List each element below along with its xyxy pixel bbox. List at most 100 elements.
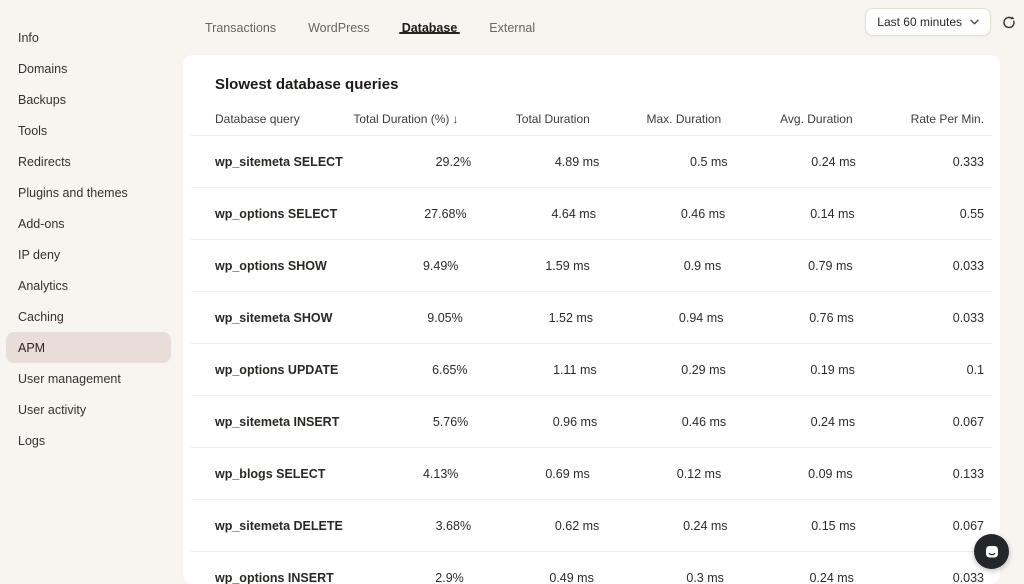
table-header: Database queryTotal Duration (%)↓Total D… [191, 102, 992, 136]
value-cell: 27.68% [337, 207, 466, 221]
value-cell: 0.12 ms [590, 467, 721, 481]
sidebar-item-caching[interactable]: Caching [6, 301, 171, 332]
value-cell: 0.15 ms [728, 519, 856, 533]
value-cell: 29.2% [343, 155, 471, 169]
value-cell: 0.69 ms [458, 467, 589, 481]
value-cell: 0.46 ms [596, 207, 725, 221]
slowest-queries-card: Slowest database queries Database queryT… [183, 55, 1000, 584]
value-cell: 0.62 ms [471, 519, 599, 533]
value-cell: 0.49 ms [464, 571, 594, 584]
sidebar-item-tools[interactable]: Tools [6, 115, 171, 146]
query-name-cell: wp_sitemeta INSERT [215, 415, 339, 429]
value-cell: 0.29 ms [597, 363, 726, 377]
value-cell: 1.11 ms [468, 363, 597, 377]
value-cell: 9.05% [332, 311, 462, 325]
table-row: wp_sitemeta DELETE3.68%0.62 ms0.24 ms0.1… [191, 500, 992, 552]
chat-bubble-icon [983, 543, 1001, 561]
value-cell: 0.5 ms [599, 155, 727, 169]
value-cell: 0.24 ms [726, 415, 855, 429]
value-cell: 9.49% [327, 259, 458, 273]
table-row: wp_sitemeta INSERT5.76%0.96 ms0.46 ms0.2… [191, 396, 992, 448]
tab-external[interactable]: External [487, 0, 537, 55]
value-cell: 0.333 [856, 155, 984, 169]
value-cell: 0.067 [856, 519, 984, 533]
column-header-total-duration[interactable]: Total Duration (%)↓ [327, 112, 458, 126]
value-cell: 3.68% [343, 519, 471, 533]
value-cell: 0.09 ms [721, 467, 852, 481]
sidebar-item-backups[interactable]: Backups [6, 84, 171, 115]
table-row: wp_blogs SELECT4.13%0.69 ms0.12 ms0.09 m… [191, 448, 992, 500]
time-range-label: Last 60 minutes [877, 15, 962, 29]
value-cell: 0.033 [854, 571, 984, 584]
sidebar-item-ip-deny[interactable]: IP deny [6, 239, 171, 270]
table-row: wp_sitemeta SHOW9.05%1.52 ms0.94 ms0.76 … [191, 292, 992, 344]
value-cell: 6.65% [338, 363, 467, 377]
main-area: Transactions WordPress Database External La… [183, 0, 1024, 584]
value-cell: 0.24 ms [724, 571, 854, 584]
value-cell: 1.59 ms [458, 259, 589, 273]
table-row: wp_options INSERT2.9%0.49 ms0.3 ms0.24 m… [191, 552, 992, 584]
refresh-button[interactable] [1000, 13, 1018, 31]
value-cell: 0.9 ms [590, 259, 721, 273]
value-cell: 0.1 [855, 363, 984, 377]
chat-widget-button[interactable] [974, 534, 1009, 569]
value-cell: 0.033 [853, 259, 984, 273]
tab-database[interactable]: Database [400, 0, 460, 55]
query-name-cell: wp_sitemeta SHOW [215, 311, 332, 325]
value-cell: 1.52 ms [463, 311, 593, 325]
sidebar-item-user-management[interactable]: User management [6, 363, 171, 394]
sidebar-item-logs[interactable]: Logs [6, 425, 171, 456]
value-cell: 0.96 ms [468, 415, 597, 429]
query-name-cell: wp_sitemeta DELETE [215, 519, 343, 533]
value-cell: 0.067 [855, 415, 984, 429]
value-cell: 0.94 ms [593, 311, 723, 325]
value-cell: 0.55 [855, 207, 984, 221]
tab-transactions[interactable]: Transactions [203, 0, 278, 55]
query-name-cell: wp_sitemeta SELECT [215, 155, 343, 169]
query-name-cell: wp_blogs SELECT [215, 467, 327, 481]
sidebar: InfoDomainsBackupsToolsRedirectsPlugins … [0, 0, 183, 584]
sidebar-item-domains[interactable]: Domains [6, 53, 171, 84]
value-cell: 2.9% [334, 571, 464, 584]
value-cell: 0.46 ms [597, 415, 726, 429]
value-cell: 0.133 [853, 467, 984, 481]
sidebar-item-user-activity[interactable]: User activity [6, 394, 171, 425]
table-row: wp_sitemeta SELECT29.2%4.89 ms0.5 ms0.24… [191, 136, 992, 188]
value-cell: 0.3 ms [594, 571, 724, 584]
value-cell: 0.79 ms [721, 259, 852, 273]
column-header-total-duration[interactable]: Total Duration [458, 112, 589, 126]
column-header-database-query: Database query [215, 112, 327, 126]
value-cell: 0.24 ms [599, 519, 727, 533]
sidebar-item-analytics[interactable]: Analytics [6, 270, 171, 301]
page-title: Slowest database queries [183, 55, 1000, 102]
value-cell: 5.76% [339, 415, 468, 429]
chevron-down-icon [970, 19, 979, 25]
sidebar-item-apm[interactable]: APM [6, 332, 171, 363]
value-cell: 0.24 ms [728, 155, 856, 169]
sidebar-item-plugins-and-themes[interactable]: Plugins and themes [6, 177, 171, 208]
sidebar-item-info[interactable]: Info [6, 22, 171, 53]
column-header-rate-per-min[interactable]: Rate Per Min. [853, 112, 984, 126]
value-cell: 0.14 ms [725, 207, 854, 221]
value-cell: 4.64 ms [467, 207, 596, 221]
value-cell: 0.033 [854, 311, 984, 325]
tab-wordpress[interactable]: WordPress [306, 0, 372, 55]
sidebar-item-redirects[interactable]: Redirects [6, 146, 171, 177]
toolbar: Last 60 minutes [865, 8, 1018, 36]
table-body: wp_sitemeta SELECT29.2%4.89 ms0.5 ms0.24… [183, 136, 1000, 584]
value-cell: 0.76 ms [723, 311, 853, 325]
table-row: wp_options SELECT27.68%4.64 ms0.46 ms0.1… [191, 188, 992, 240]
time-range-dropdown[interactable]: Last 60 minutes [865, 8, 991, 36]
table-row: wp_options SHOW9.49%1.59 ms0.9 ms0.79 ms… [191, 240, 992, 292]
query-name-cell: wp_options SELECT [215, 207, 337, 221]
query-name-cell: wp_options SHOW [215, 259, 327, 273]
value-cell: 4.13% [327, 467, 458, 481]
column-header-avg-duration[interactable]: Avg. Duration [721, 112, 852, 126]
refresh-icon [1001, 14, 1017, 30]
query-name-cell: wp_options UPDATE [215, 363, 338, 377]
value-cell: 0.19 ms [726, 363, 855, 377]
sidebar-item-add-ons[interactable]: Add-ons [6, 208, 171, 239]
value-cell: 4.89 ms [471, 155, 599, 169]
query-name-cell: wp_options INSERT [215, 571, 334, 584]
column-header-max-duration[interactable]: Max. Duration [590, 112, 721, 126]
